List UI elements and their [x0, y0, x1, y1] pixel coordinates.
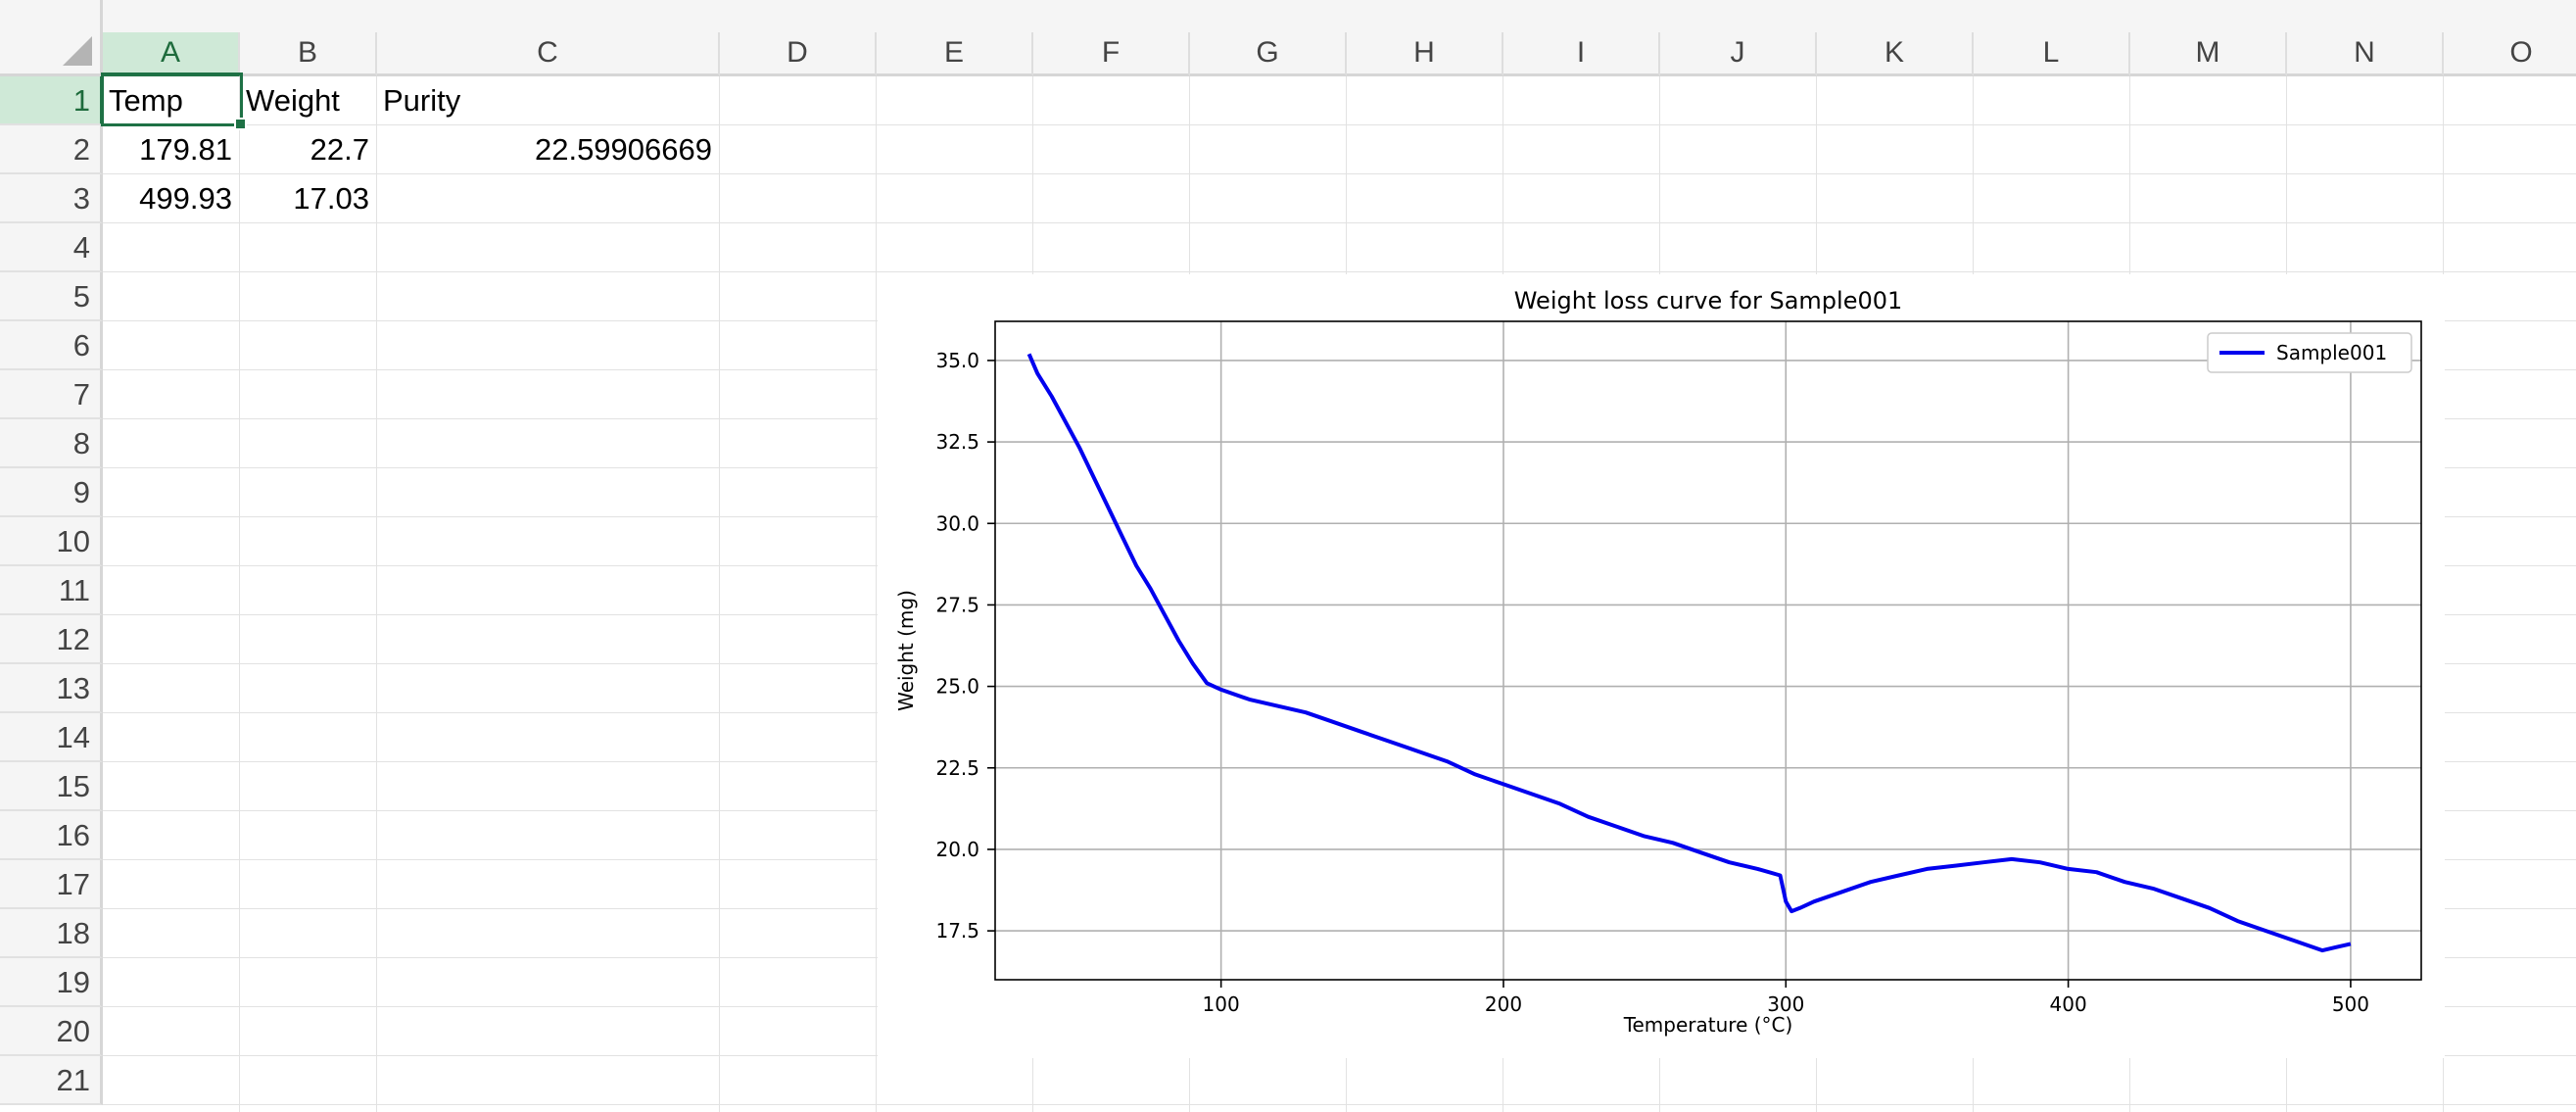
row-header-18[interactable]: 18 — [0, 909, 103, 958]
column-header-g[interactable]: G — [1190, 32, 1347, 76]
x-tick-label: 100 — [1203, 992, 1240, 1016]
chart-title: Weight loss curve for Sample001 — [1514, 287, 1903, 314]
row-header-13[interactable]: 13 — [0, 664, 103, 713]
row-header-2[interactable]: 2 — [0, 125, 103, 174]
column-header-a[interactable]: A — [103, 32, 240, 76]
grid-row-line — [103, 271, 2576, 272]
chart-legend: Sample001 — [2207, 332, 2412, 373]
row-header-15[interactable]: 15 — [0, 762, 103, 811]
y-tick-label: 27.5 — [935, 593, 979, 616]
cell-a1[interactable]: Temp — [109, 83, 183, 118]
row-header-8[interactable]: 8 — [0, 419, 103, 468]
plot-area-border — [994, 320, 2422, 981]
column-header-i[interactable]: I — [1503, 32, 1660, 76]
chart-svg: Weight loss curve for Sample001 100 200 30… — [894, 287, 2422, 1037]
x-tick-label: 300 — [1767, 992, 1804, 1016]
legend-box — [2207, 332, 2412, 373]
y-tick-label: 20.0 — [935, 838, 979, 861]
row-header-17[interactable]: 17 — [0, 860, 103, 909]
row-header-11[interactable]: 11 — [0, 566, 103, 615]
cell-b2[interactable]: 22.7 — [310, 132, 369, 167]
grid-row-line — [103, 124, 2576, 125]
row-header-20[interactable]: 20 — [0, 1007, 103, 1056]
row-header-3[interactable]: 3 — [0, 174, 103, 223]
column-header-k[interactable]: K — [1817, 32, 1974, 76]
grid-column-line — [376, 76, 377, 1112]
legend-label: Sample001 — [2276, 341, 2387, 364]
column-header-j[interactable]: J — [1660, 32, 1817, 76]
y-tick-label: 32.5 — [935, 430, 979, 454]
row-header-4[interactable]: 4 — [0, 223, 103, 272]
cell-c1[interactable]: Purity — [383, 83, 461, 118]
toolbar-strip — [0, 0, 2576, 32]
y-tick-label: 30.0 — [935, 511, 979, 535]
column-header-h[interactable]: H — [1347, 32, 1503, 76]
column-header-o[interactable]: O — [2444, 32, 2576, 76]
x-tick-label: 500 — [2332, 992, 2369, 1016]
y-tick-label: 17.5 — [935, 919, 979, 943]
column-header-n[interactable]: N — [2287, 32, 2444, 76]
cell-a2[interactable]: 179.81 — [139, 132, 232, 167]
x-axis-label: Temperature (°C) — [1623, 1013, 1793, 1037]
grid-row-line — [103, 222, 2576, 223]
grid-row-line — [103, 173, 2576, 174]
y-axis-label: Weight (mg) — [894, 590, 918, 711]
cell-a3[interactable]: 499.93 — [139, 181, 232, 216]
row-header-9[interactable]: 9 — [0, 468, 103, 517]
row-header-21[interactable]: 21 — [0, 1056, 103, 1105]
row-header-6[interactable]: 6 — [0, 321, 103, 370]
row-header-19[interactable]: 19 — [0, 958, 103, 1007]
x-tick-label: 400 — [2050, 992, 2087, 1016]
x-axis-ticks: 100 200 300 400 500 — [1203, 980, 2369, 1016]
column-header-c[interactable]: C — [377, 32, 720, 76]
grid-column-line — [876, 76, 877, 1112]
cell-c2[interactable]: 22.59906669 — [534, 132, 712, 167]
y-tick-label: 22.5 — [935, 756, 979, 780]
row-header-1[interactable]: 1 — [0, 76, 103, 125]
column-header-m[interactable]: M — [2130, 32, 2287, 76]
grid-row-line — [103, 1104, 2576, 1105]
y-tick-label: 25.0 — [935, 675, 979, 699]
column-header-d[interactable]: D — [720, 32, 877, 76]
y-tick-label: 35.0 — [935, 349, 979, 372]
select-all-triangle-icon — [63, 36, 92, 66]
chart-gridlines — [995, 321, 2421, 980]
chart[interactable]: Weight loss curve for Sample001 100 200 30… — [878, 274, 2445, 1058]
column-header-b[interactable]: B — [240, 32, 377, 76]
row-header-10[interactable]: 10 — [0, 517, 103, 566]
row-header-7[interactable]: 7 — [0, 370, 103, 419]
series-line-sample001 — [1026, 353, 2352, 953]
x-tick-label: 200 — [1485, 992, 1522, 1016]
grid-column-line — [239, 76, 240, 1112]
row-header-5[interactable]: 5 — [0, 272, 103, 321]
row-header-12[interactable]: 12 — [0, 615, 103, 664]
y-axis-ticks: 17.5 20.0 22.5 25.0 27.5 30.0 32.5 35.0 — [935, 349, 995, 943]
cell-b3[interactable]: 17.03 — [293, 181, 369, 216]
grid-column-line — [719, 76, 720, 1112]
column-header-l[interactable]: L — [1974, 32, 2130, 76]
select-all-corner[interactable] — [0, 0, 103, 76]
column-header-e[interactable]: E — [877, 32, 1033, 76]
column-header-f[interactable]: F — [1033, 32, 1190, 76]
cell-b1[interactable]: Weight — [246, 83, 340, 118]
row-header-16[interactable]: 16 — [0, 811, 103, 860]
row-header-14[interactable]: 14 — [0, 713, 103, 762]
